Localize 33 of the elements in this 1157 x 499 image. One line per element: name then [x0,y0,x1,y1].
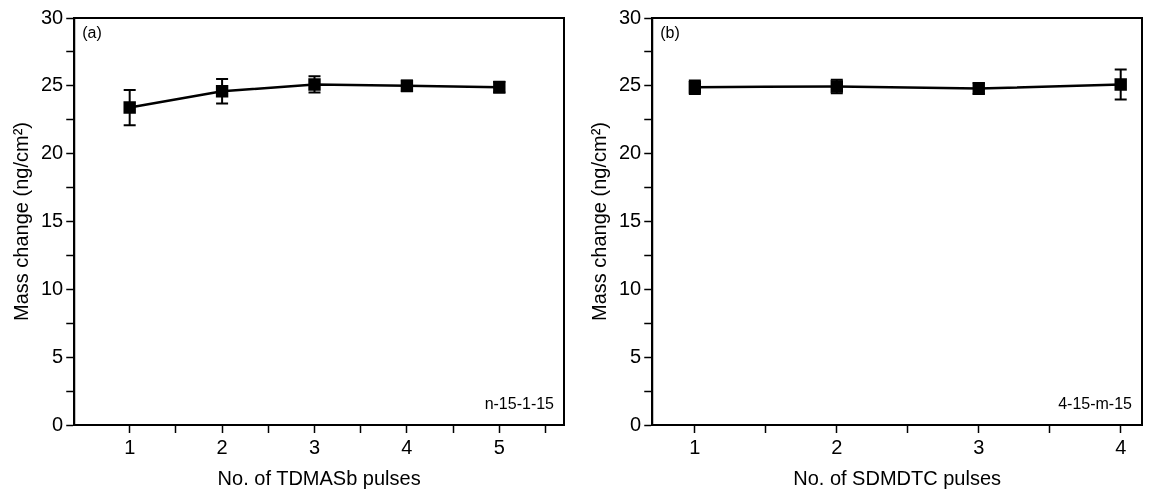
x-axis-title: No. of TDMASb pulses [217,466,421,489]
y-axis-title: Mass change (ng/cm²) [9,122,32,321]
y-tick-label: 5 [52,344,64,367]
point [123,101,136,114]
annotation: (b) [660,24,680,42]
x-tick-label: 1 [124,435,136,458]
x-tick-label: 5 [493,435,505,458]
y-tick-label: 30 [619,5,642,28]
y-tick-label: 25 [41,73,64,96]
annotation: 4-15-m-15 [1058,395,1133,413]
y-tick-label: 0 [630,412,642,435]
y-tick-label: 5 [630,344,642,367]
point [215,85,229,98]
x-axis-title: No. of SDMDTC pulses [793,466,1002,489]
x-tick-label: 2 [216,435,228,458]
x-tick-label: 3 [308,435,321,458]
y-tick-label: 15 [41,209,64,232]
annotation: n-15-1-15 [484,395,555,413]
x-tick-label: 2 [831,435,843,458]
x-tick-label: 4 [401,435,413,458]
y-tick-label: 10 [41,276,64,299]
y-tick-label: 0 [52,412,64,435]
y-tick-label: 30 [41,5,64,28]
y-tick-label: 15 [619,209,642,232]
x-tick-label: 1 [689,435,701,458]
annotation: (a) [82,24,102,42]
y-tick-label: 20 [619,141,642,164]
y-tick-label: 25 [619,73,642,96]
y-tick-label: 20 [41,141,64,164]
x-tick-label: 3 [973,435,985,458]
x-tick-label: 4 [1115,435,1127,458]
y-tick-label: 10 [619,276,642,299]
y-axis-title: Mass change (ng/cm²) [587,122,610,321]
